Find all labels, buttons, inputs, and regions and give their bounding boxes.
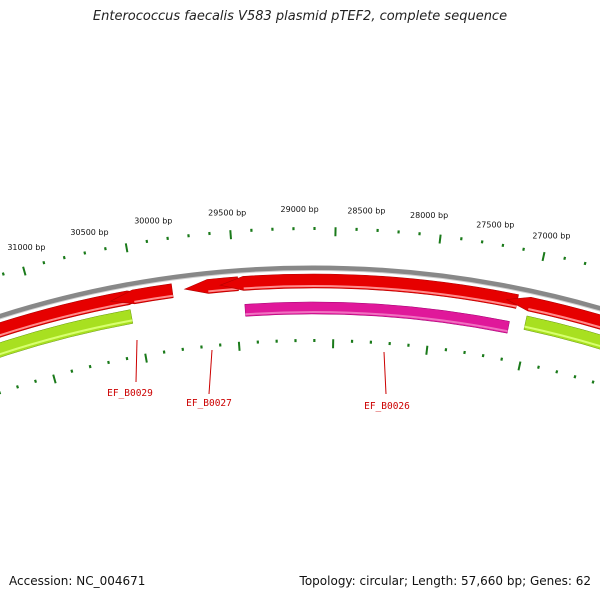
green-feature-2 [523,315,600,350]
gene-callout-line [208,349,213,395]
ruler-label: 29000 bp [281,205,319,214]
green-feature-1 [0,309,134,358]
gene-label: EF_B0026 [364,401,410,412]
gene-labels: EF_B0029 EF_B0027 EF_B0026 [107,339,410,412]
ruler-tick-inner [144,353,148,363]
green-feature-2-shade [524,325,600,348]
ruler-tick-outer [522,247,525,251]
ruler-label: 28000 bp [410,211,448,220]
gene-segment-right-shade [528,308,600,329]
ruler-tick-inner [481,353,485,358]
gene-callout-line [383,351,387,395]
ruler-tick-inner [70,369,74,373]
ruler-label: 30000 bp [134,217,172,226]
green-feature-1-shade [0,319,133,356]
ruler-tick-outer [583,261,587,266]
ruler-tick-outer [563,256,567,261]
gene-label: EF_B0027 [186,398,232,409]
ruler-label: 30500 bp [70,228,108,237]
ruler-tick-inner [555,370,559,374]
accession-label: Accession: NC_004671 [9,574,146,588]
ruler-tick-outer [104,247,107,251]
ruler-tick-inner [125,356,129,361]
ruler-tick-inner [107,360,110,365]
ruler-label: 27500 bp [476,220,514,229]
ruler-tick-outer [62,255,66,260]
ruler-tick-inner [500,357,504,361]
ruler-labels: 31000 bp 30500 bp 30000 bp 29500 bp 29000 bp… [7,205,570,252]
ruler-tick-inner [537,365,540,369]
backbone-highlight [0,269,600,320]
ruler-tick-inner [52,374,57,384]
ruler-tick-inner [573,375,577,379]
ruler-tick-outer [1,272,5,276]
ruler-tick-outer [42,260,46,265]
ruler-tick-outer [83,251,87,255]
gene-label: EF_B0029 [107,388,153,399]
map-title: Enterococcus faecalis V583 plasmid pTEF2… [92,9,508,24]
pink-feature [244,301,510,334]
pink-feature-shade [245,310,508,333]
ruler-tick-inner [34,379,38,384]
ruler-tick-inner [88,364,92,369]
ruler-ticks [0,226,595,395]
ruler-tick-outer [22,266,27,276]
ruler-tick-outer [541,251,546,262]
gene-segment-left-shade [0,301,130,337]
gene-EF_B0029-arrow-shade [134,294,174,303]
ruler-tick-inner [237,341,241,351]
ruler-tick-outer [501,243,505,248]
topology-stats: Topology: circular; Length: 57,660 bp; G… [299,574,591,588]
ruler-tick-inner [517,361,522,371]
ruler-label: 27000 bp [532,231,570,240]
ruler-tick-outer [229,230,232,240]
ruler-tick-outer [438,234,442,244]
ruler-tick-inner [16,385,20,389]
ruler-tick-inner [425,345,429,355]
backbone-ring [0,265,600,319]
ruler-label: 29500 bp [208,208,246,217]
gene-callout-line [135,339,138,383]
ruler-label: 28500 bp [347,206,385,215]
feature-tracks [0,265,600,358]
gene-EF_B0026-arrow-shade [243,285,517,308]
ruler-tick-inner [591,380,595,384]
ruler-label: 31000 bp [7,243,45,252]
ruler-tick-outer [124,243,129,253]
